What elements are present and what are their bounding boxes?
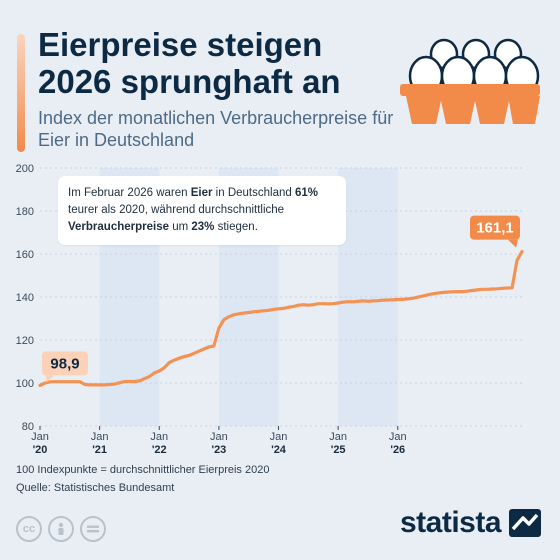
- y-tick-label: 120: [16, 335, 34, 347]
- value-label-start-pointer: [46, 375, 54, 383]
- series-line: [38, 250, 524, 387]
- cc-icon[interactable]: cc: [16, 516, 42, 542]
- statista-logo-icon: [509, 509, 542, 537]
- x-tick-label: Jan: [329, 431, 347, 443]
- brand-name: statista: [400, 506, 502, 539]
- source-note: Quelle: Statistisches Bundesamt: [16, 482, 175, 494]
- value-label-end: 161,1: [476, 220, 514, 237]
- person-icon[interactable]: [48, 516, 74, 542]
- y-tick-label: 80: [22, 421, 34, 433]
- x-tick-label: '21: [92, 444, 107, 456]
- y-tick-label: 140: [16, 292, 34, 304]
- statista-logo[interactable]: statista: [400, 506, 542, 540]
- y-tick-label: 180: [16, 206, 34, 218]
- year-band: [338, 168, 398, 426]
- license-icons: cc: [16, 516, 106, 542]
- x-tick-label: '25: [331, 444, 346, 456]
- value-label-end-bg: [470, 215, 520, 240]
- chart-subtitle: Index der monatlichen Verbraucherpreise …: [38, 108, 394, 150]
- x-tick-label: '23: [211, 444, 226, 456]
- footnote: 100 Indexpunkte = durchschnittlicher Eie…: [16, 464, 270, 476]
- annotation-box: Im Februar 2026 waren Eier in Deutschlan…: [58, 176, 346, 245]
- x-tick-label: Jan: [91, 431, 109, 443]
- x-tick-label: Jan: [31, 431, 49, 443]
- x-tick-label: Jan: [270, 431, 288, 443]
- y-tick-label: 160: [16, 249, 34, 261]
- x-tick-label: '22: [152, 444, 167, 456]
- equals-icon[interactable]: [80, 516, 106, 542]
- y-tick-label: 200: [16, 163, 34, 175]
- egg-carton-icon: [400, 38, 540, 124]
- x-tick-label: '24: [271, 444, 287, 456]
- x-tick-label: Jan: [210, 431, 228, 443]
- chart-title: Eierpreise steigen 2026 sprunghaft an: [38, 26, 341, 100]
- value-label-end-pointer: [508, 239, 518, 248]
- x-tick-label: Jan: [389, 431, 407, 443]
- value-label-start: 98,9: [50, 355, 79, 372]
- accent-bar: [17, 34, 25, 152]
- x-tick-label: '26: [390, 444, 405, 456]
- x-tick-label: Jan: [150, 431, 168, 443]
- x-tick-label: '20: [33, 444, 48, 456]
- y-tick-label: 100: [16, 378, 34, 390]
- value-label-start-bg: [42, 351, 88, 376]
